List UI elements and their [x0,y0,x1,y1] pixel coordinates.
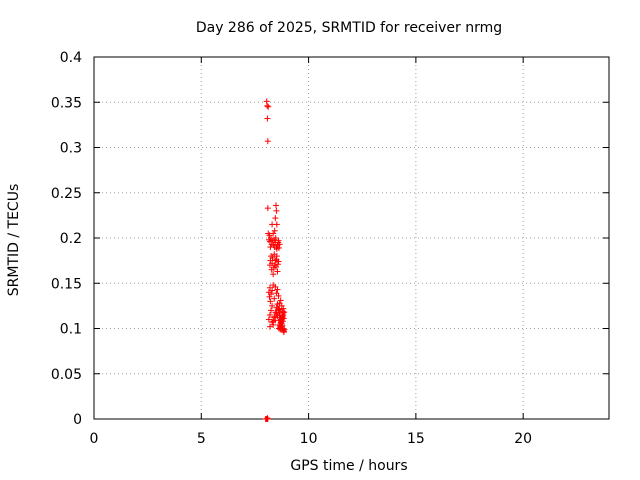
y-tick-label: 0.15 [51,276,82,292]
data-point [274,301,281,308]
data-point [276,241,283,248]
data-point [273,310,280,317]
data-point [266,311,273,318]
data-point [274,286,281,293]
data-point [268,307,275,314]
y-tick-label: 0.35 [51,95,82,111]
data-point [265,103,272,110]
plot-frame [93,56,610,420]
grid [94,57,609,419]
data-point [269,319,276,326]
data-point [272,235,279,241]
y-tick-label: 0 [73,412,82,428]
data-point [280,328,287,335]
data-point [265,316,272,323]
data-point [271,227,278,234]
x-tick-label: 5 [197,431,206,447]
data-point [277,297,284,304]
data-point [278,323,285,330]
y-tick-label: 0.1 [60,322,82,338]
x-tick-label: 10 [300,431,318,447]
data-point [273,207,280,214]
data-point [264,205,271,212]
data-point [269,254,276,261]
data-point [274,312,281,319]
chart-title: Day 286 of 2025, SRMTID for receiver nrm… [196,20,502,36]
data-point [280,315,287,322]
data-point [278,320,285,327]
data-point [272,215,279,222]
y-tick-label: 0.05 [51,367,82,383]
data-point [275,244,282,251]
data-point [267,298,274,305]
data-point [268,291,275,298]
axis-ticks: 0 0.05 0.1 0.15 0.2 0.25 0.3 0.35 0.4 0 5 10 15 20 [51,50,609,447]
data-point [274,268,281,275]
data-point [266,323,273,330]
data-point [275,305,282,312]
data-point [276,306,283,313]
x-axis-label: GPS time / hours [290,458,407,474]
y-tick-label: 0.25 [51,186,82,202]
data-point [275,292,282,299]
data-point [272,257,279,264]
data-point [271,314,278,321]
data-point [277,326,284,333]
y-tick-label: 0.4 [60,50,82,66]
data-point [271,295,278,302]
data-point [272,309,279,316]
data-point [270,321,277,328]
data-point [273,253,280,260]
data-point [264,416,271,422]
data-point [281,309,288,316]
y-tick-label: 0.3 [60,141,82,157]
x-tick-label: 20 [514,431,532,447]
data-point [264,115,271,122]
data-point [272,317,279,324]
data-point [269,287,276,294]
data-point [275,258,282,265]
data-point [264,102,271,109]
data-point [273,221,280,228]
data-points [262,98,288,422]
data-point [275,237,282,244]
y-axis-label: SRMTID / TECUs [6,184,22,297]
data-point [279,318,286,325]
data-point [272,202,279,209]
data-point [270,271,277,278]
x-tick-label: 0 [90,431,99,447]
data-point [274,261,281,268]
data-point [264,138,271,145]
x-tick-label: 15 [407,431,425,447]
y-tick-label: 0.2 [60,231,82,247]
data-point [269,302,276,309]
